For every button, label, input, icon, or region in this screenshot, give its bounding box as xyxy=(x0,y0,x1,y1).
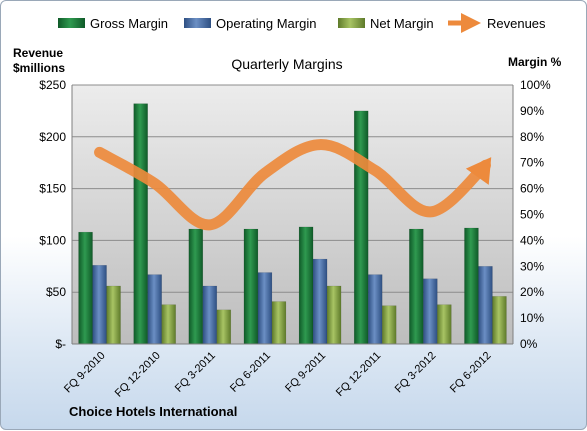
right-axis-tick-label: 70% xyxy=(520,156,544,170)
legend: Gross Margin Operating Margin Net Margin… xyxy=(58,13,546,33)
right-axis-tick-label: 100% xyxy=(520,78,551,92)
bar-gross-margin xyxy=(188,228,204,345)
bar-gross-margin xyxy=(243,228,259,345)
left-axis-tick-label: $150 xyxy=(39,182,66,196)
right-axis-tick-label: 20% xyxy=(520,285,544,299)
left-axis-tick-label: $- xyxy=(55,337,66,351)
right-axis-tick-label: 0% xyxy=(520,337,538,351)
legend-swatch-net-margin xyxy=(338,18,365,28)
right-axis-tick-label: 10% xyxy=(520,311,544,325)
left-axis-tick-label: $250 xyxy=(39,78,66,92)
bar-operating-margin xyxy=(147,274,162,345)
bar-net-margin xyxy=(271,301,287,345)
x-axis-tick-label: FQ 3-2011 xyxy=(173,350,218,395)
bar-net-margin xyxy=(326,285,342,345)
bar-operating-margin xyxy=(202,285,218,345)
right-axis-title: Margin % xyxy=(508,55,562,69)
revenue-line xyxy=(94,139,492,231)
x-axis-tick-label: FQ 12-2010 xyxy=(113,350,163,400)
legend-label-net-margin: Net Margin xyxy=(370,16,434,31)
left-axis-tick-label: $100 xyxy=(39,233,66,247)
bar-operating-margin xyxy=(423,278,438,345)
bar-net-margin xyxy=(106,285,121,345)
x-axis-tick-label: FQ 9-2011 xyxy=(283,350,328,395)
bar-net-margin xyxy=(216,309,232,345)
revenues-arrowhead xyxy=(465,157,492,185)
bar-net-margin xyxy=(437,304,452,345)
legend-label-gross-margin: Gross Margin xyxy=(90,16,168,31)
company-name: Choice Hotels International xyxy=(69,404,237,419)
bar-gross-margin xyxy=(409,228,424,345)
right-axis-tick-label: 90% xyxy=(520,104,544,118)
left-axis-title-line1: Revenue xyxy=(13,46,63,60)
legend-label-operating-margin: Operating Margin xyxy=(216,16,316,31)
bars xyxy=(78,103,507,345)
bar-operating-margin xyxy=(478,266,493,345)
bar-operating-margin xyxy=(312,258,328,345)
right-axis-tick-label: 50% xyxy=(520,208,544,222)
bar-net-margin xyxy=(492,296,507,345)
left-axis-title-line2: $millions xyxy=(13,61,65,75)
x-axis-tick-label: FQ 6-2011 xyxy=(228,350,273,395)
bar-net-margin xyxy=(381,305,397,345)
chart-title: Quarterly Margins xyxy=(231,56,342,72)
legend-label-revenues: Revenues xyxy=(487,16,546,31)
x-axis-tick-label: FQ 6-2012 xyxy=(448,350,494,396)
left-axis-tick-label: $50 xyxy=(46,285,66,299)
legend-swatch-gross-margin xyxy=(58,18,85,28)
right-axis-tick-label: 60% xyxy=(520,182,544,196)
right-axis-tick-label: 40% xyxy=(520,233,544,247)
bar-gross-margin xyxy=(353,110,369,345)
bar-operating-margin xyxy=(92,265,107,345)
left-axis-tick-label: $200 xyxy=(39,130,66,144)
right-axis-tick-label: 30% xyxy=(520,259,544,273)
revenues-line xyxy=(94,139,491,231)
legend-swatch-operating-margin xyxy=(184,18,211,28)
bar-net-margin xyxy=(161,304,176,345)
x-axis-tick-label: FQ 3-2012 xyxy=(393,350,439,396)
bar-operating-margin xyxy=(367,274,383,345)
bar-gross-margin xyxy=(78,231,93,345)
bar-gross-margin xyxy=(133,103,148,345)
x-axis-tick-label: FQ 12-2011 xyxy=(334,350,383,399)
x-axis-tick-label: FQ 9-2010 xyxy=(62,350,108,396)
right-axis-tick-label: 80% xyxy=(520,130,544,144)
bar-operating-margin xyxy=(257,272,273,345)
bar-gross-margin xyxy=(298,226,314,345)
bar-gross-margin xyxy=(464,227,479,345)
